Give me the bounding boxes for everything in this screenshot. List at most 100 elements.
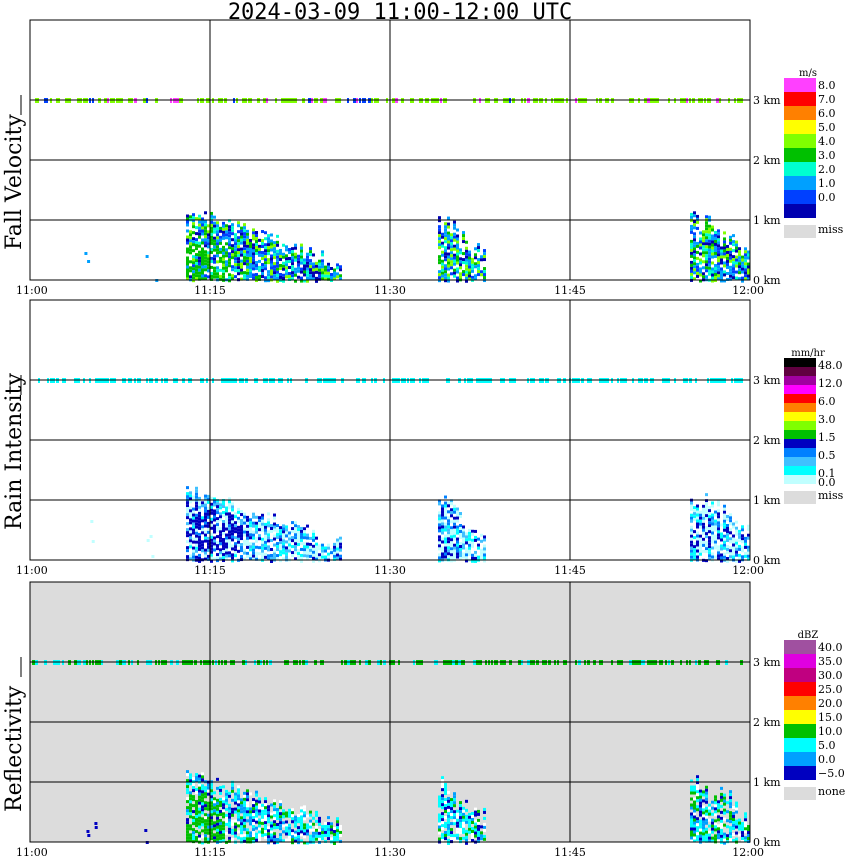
echo-pixel <box>705 245 708 249</box>
echo-pixel <box>264 261 267 265</box>
echo-pixel <box>210 220 213 224</box>
echo-pixel <box>315 261 318 265</box>
echo-pixel <box>237 815 240 819</box>
echo-pixel <box>267 273 270 277</box>
echo-pixel <box>219 836 222 840</box>
echo-pixel <box>258 522 261 526</box>
echo-pixel <box>279 535 282 539</box>
echo-pixel <box>207 236 210 240</box>
echo-pixel <box>711 276 714 280</box>
echo-pixel <box>456 827 459 831</box>
echo-pixel <box>735 819 738 823</box>
echo-pixel <box>192 537 195 541</box>
echo-pixel <box>693 277 696 281</box>
echo-pixel <box>438 825 441 829</box>
echo-pixel <box>207 245 210 249</box>
echo-pixel <box>744 265 747 269</box>
echo-pixel <box>186 247 189 251</box>
echo-pixel <box>321 546 324 550</box>
echo-pixel <box>456 240 459 244</box>
echo-pixel <box>726 559 729 563</box>
echo-pixel <box>717 827 720 831</box>
echo-pixel <box>483 550 486 554</box>
echo-pixel <box>189 230 192 234</box>
echo-pixel <box>477 246 480 250</box>
echo-pixel <box>198 538 201 542</box>
echo-pixel <box>747 271 750 275</box>
echo-pixel <box>267 261 270 265</box>
echo-pixel <box>258 821 261 825</box>
echo-pixel <box>207 512 210 516</box>
echo-pixel <box>186 250 189 254</box>
echo-pixel <box>444 522 447 526</box>
echo-pixel <box>729 513 732 517</box>
echo-pixel <box>228 536 231 540</box>
echo-pixel <box>261 266 264 270</box>
echo-pixel <box>735 526 738 530</box>
echo-pixel <box>255 252 258 256</box>
echo-pixel <box>732 261 735 265</box>
echo-pixel <box>243 821 246 825</box>
echo-pixel <box>216 517 219 521</box>
echo-pixel <box>186 271 189 275</box>
echo-pixel <box>438 816 441 820</box>
echo-pixel <box>726 514 729 518</box>
echo-pixel <box>225 792 228 796</box>
echo-pixel <box>198 526 201 530</box>
echo-pixel <box>192 819 195 823</box>
echo-pixel <box>483 834 486 838</box>
echo-pixel <box>249 542 252 546</box>
echo-pixel <box>279 538 282 542</box>
echo-pixel <box>711 806 714 810</box>
echo-pixel <box>204 509 207 513</box>
echo-pixel <box>444 792 447 796</box>
echo-pixel <box>309 536 312 540</box>
echo-pixel <box>468 839 471 843</box>
echo-pixel <box>303 551 306 555</box>
echo-pixel <box>186 229 189 233</box>
echo-pixel <box>195 489 198 493</box>
echo-pixel <box>213 503 216 507</box>
echo-pixel <box>444 237 447 241</box>
echo-pixel <box>276 822 279 826</box>
echo-pixel <box>204 807 207 811</box>
echo-pixel <box>201 543 204 547</box>
echo-pixel <box>210 795 213 799</box>
echo-pixel <box>213 809 216 813</box>
echo-pixel <box>195 836 198 840</box>
echo-pixel <box>210 217 213 221</box>
echo-pixel <box>234 536 237 540</box>
legend-label: 20.0 <box>818 697 843 710</box>
echo-pixel <box>237 800 240 804</box>
echo-pixel <box>225 819 228 823</box>
echo-pixel <box>294 255 297 259</box>
echo-pixel <box>708 242 711 246</box>
echo-pixel <box>690 546 693 550</box>
echo-pixel <box>222 830 225 834</box>
echo-pixel <box>438 538 441 542</box>
legend-swatch <box>784 724 816 738</box>
echo-pixel <box>729 528 732 532</box>
echo-pixel <box>276 542 279 546</box>
echo-pixel <box>705 526 708 530</box>
echo-pixel <box>468 549 471 553</box>
echo-pixel <box>735 246 738 250</box>
echo-pixel <box>474 831 477 835</box>
echo-pixel <box>321 250 324 254</box>
echo-pixel <box>297 525 300 529</box>
echo-pixel <box>309 274 312 278</box>
echo-pixel <box>720 825 723 829</box>
echo-pixel <box>705 254 708 258</box>
echo-pixel <box>732 812 735 816</box>
echo-pixel <box>438 556 441 560</box>
echo-pixel <box>327 834 330 838</box>
echo-pixel <box>198 277 201 281</box>
echo-pixel <box>690 531 693 535</box>
echo-pixel <box>696 531 699 535</box>
echo-pixel <box>720 556 723 560</box>
echo-pixel <box>285 248 288 252</box>
echo-pixel <box>444 534 447 538</box>
echo-pixel <box>222 523 225 527</box>
echo-pixel <box>186 504 189 508</box>
echo-pixel <box>216 269 219 273</box>
